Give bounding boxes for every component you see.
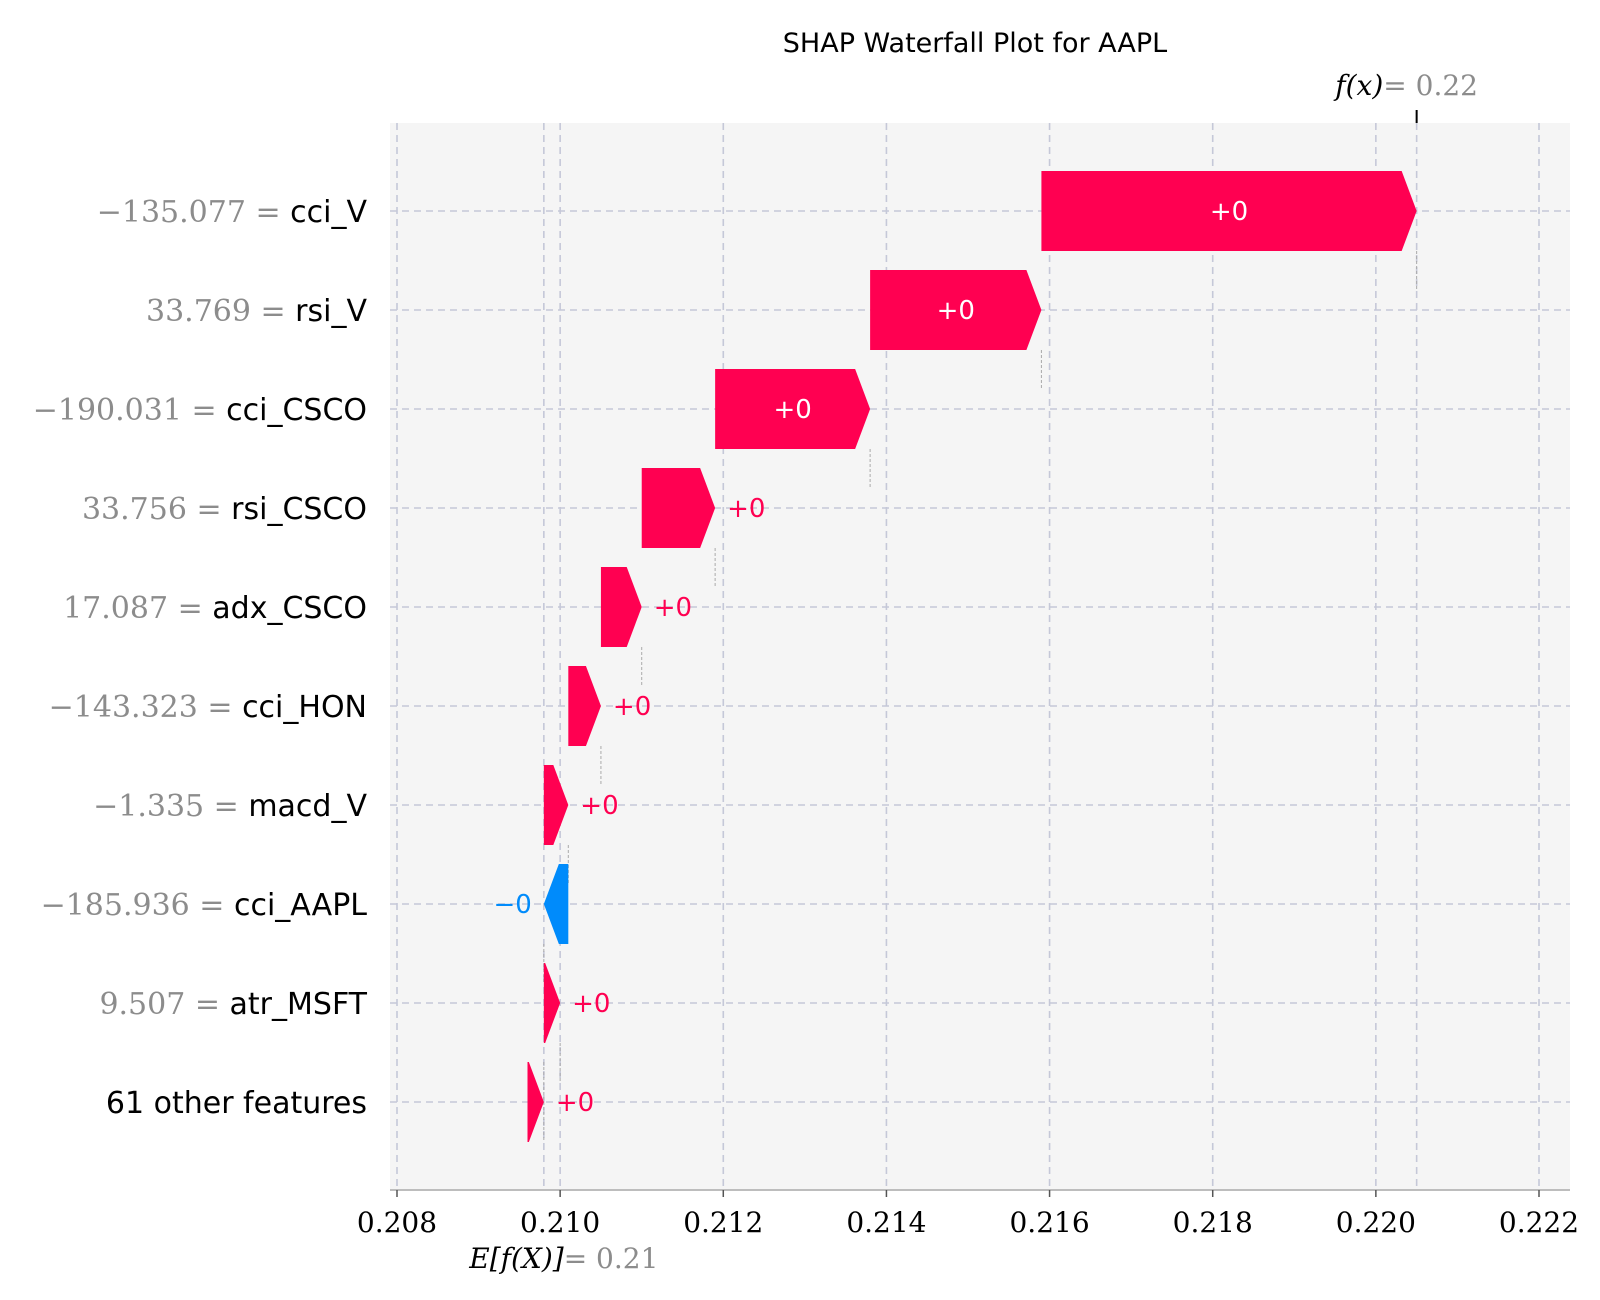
final-value-annotation: f(x)= 0.22	[1333, 69, 1478, 102]
feature-name-text: macd_V	[248, 789, 367, 824]
feature-name-text: 61 other features	[106, 1086, 367, 1121]
x-tick-label: 0.218	[1173, 1206, 1253, 1239]
feature-bar	[641, 468, 716, 548]
feature-label: 17.087 = adx_CSCO	[63, 591, 367, 626]
feature-label: −1.335 = macd_V	[93, 789, 367, 824]
base-value-annotation: E[f(X)]= 0.21	[468, 1242, 658, 1275]
feature-name-text: cci_AAPL	[234, 888, 367, 923]
feature-label: 33.756 = rsi_CSCO	[82, 492, 367, 527]
feature-name-text: atr_MSFT	[230, 987, 368, 1022]
feature-label: −190.031 = cci_CSCO	[33, 393, 367, 428]
feature-name-text: cci_CSCO	[226, 393, 367, 428]
x-tick-label: 0.212	[683, 1206, 763, 1239]
feature-bar	[543, 963, 561, 1043]
bar-labels: +0 +0 +0 +0 +0 +0 +0 −0 +0 +0	[494, 197, 1249, 1118]
x-tick-label: 0.216	[1009, 1206, 1089, 1239]
feature-bar	[543, 765, 569, 845]
x-ticks: 0.208 0.210 0.212 0.214 0.216 0.218 0.220 0.222	[357, 1190, 1579, 1239]
feature-label: −143.323 = cci_HON	[49, 690, 367, 725]
feature-bar	[543, 864, 569, 944]
bar-value-label: +0	[773, 395, 811, 425]
base-value-label: E[f(X)]	[468, 1242, 564, 1275]
feature-value-text: 33.769 =	[146, 294, 295, 329]
feature-bar	[527, 1062, 544, 1142]
x-tick-label: 0.208	[357, 1206, 437, 1239]
feature-label: 61 other features	[106, 1086, 367, 1121]
feature-value-text: 17.087 =	[63, 591, 212, 626]
bar-value-label: +0	[727, 494, 765, 524]
feature-value-text: −135.077 =	[97, 195, 290, 230]
final-value-number: = 0.22	[1383, 69, 1478, 102]
x-tick-label: 0.220	[1336, 1206, 1416, 1239]
x-tick-label: 0.222	[1499, 1206, 1579, 1239]
bar-value-label: +0	[580, 791, 618, 821]
feature-name-text: rsi_CSCO	[231, 492, 367, 527]
feature-label: −135.077 = cci_V	[97, 195, 368, 230]
x-tick-label: 0.214	[846, 1206, 926, 1239]
feature-bar	[870, 270, 1042, 350]
feature-value-text: −185.936 =	[41, 888, 234, 923]
feature-name-text: rsi_V	[295, 294, 367, 329]
feature-name-text: cci_V	[290, 195, 367, 230]
x-tick-label: 0.210	[520, 1206, 600, 1239]
feature-bar	[568, 666, 601, 746]
bar-value-label: +0	[572, 989, 610, 1019]
bar-value-label: +0	[937, 296, 975, 326]
feature-value-text: 9.507 =	[99, 987, 229, 1022]
base-value-number: = 0.21	[564, 1242, 659, 1275]
feature-name-text: adx_CSCO	[212, 591, 367, 626]
final-value-label: f(x)	[1333, 69, 1383, 102]
bar-value-label: +0	[1210, 197, 1248, 227]
value-annotations: f(x)= 0.22 E[f(X)]= 0.21	[468, 69, 1478, 1275]
feature-value-text: −143.323 =	[49, 690, 242, 725]
bar-value-label: +0	[654, 593, 692, 623]
feature-value-text: −190.031 =	[33, 393, 226, 428]
feature-label: 9.507 = atr_MSFT	[99, 987, 367, 1022]
feature-labels: −135.077 = cci_V 33.769 = rsi_V −190.031 =…	[33, 195, 368, 1121]
feature-value-text: −1.335 =	[93, 789, 248, 824]
bar-value-label: +0	[613, 692, 651, 722]
feature-bar	[1041, 171, 1417, 251]
feature-label: −185.936 = cci_AAPL	[41, 888, 368, 923]
bar-value-label: −0	[494, 890, 532, 920]
grid-lines	[390, 123, 1570, 1190]
feature-value-text: 33.756 =	[82, 492, 231, 527]
bars	[527, 171, 1417, 1142]
bar-value-label: +0	[556, 1088, 594, 1118]
feature-bar	[715, 369, 871, 449]
feature-bar	[600, 567, 642, 647]
feature-name-text: cci_HON	[242, 690, 367, 725]
feature-label: 33.769 = rsi_V	[146, 294, 367, 329]
chart-title: SHAP Waterfall Plot for AAPL	[783, 28, 1167, 59]
